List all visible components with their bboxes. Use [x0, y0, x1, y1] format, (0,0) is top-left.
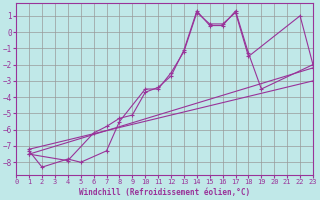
X-axis label: Windchill (Refroidissement éolien,°C): Windchill (Refroidissement éolien,°C)	[79, 188, 250, 197]
